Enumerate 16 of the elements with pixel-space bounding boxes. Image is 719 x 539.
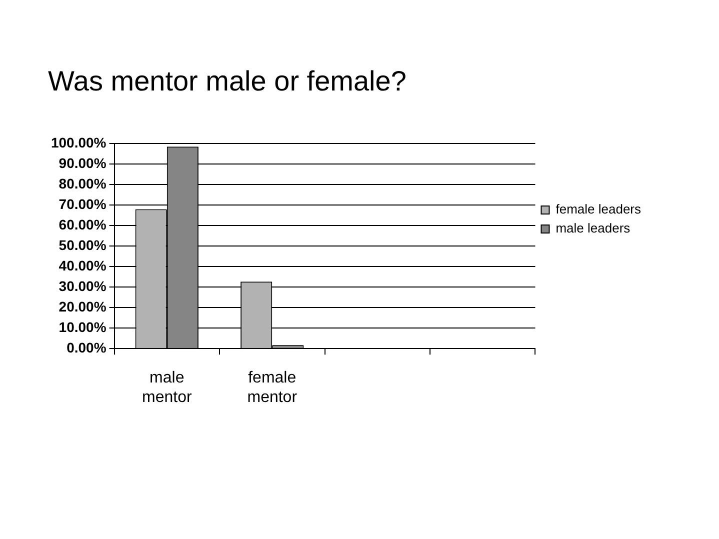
- y-tick-label: 60.00%: [58, 216, 107, 232]
- y-tick-label: 30.00%: [58, 278, 107, 294]
- y-tick-label: 10.00%: [58, 318, 107, 335]
- x-tick-label: male mentor: [142, 370, 192, 406]
- y-tick-label: 40.00%: [58, 257, 107, 274]
- y-tick-label: 80.00%: [58, 175, 107, 192]
- chart-title: Was mentor male or female?: [48, 66, 406, 97]
- x-tick-label: female mentor: [247, 370, 298, 406]
- y-tick-label: 100.00%: [50, 134, 107, 150]
- y-tick-label: 70.00%: [58, 196, 107, 212]
- y-tick-label: 0.00%: [66, 339, 107, 356]
- y-tick-label: 90.00%: [58, 154, 107, 171]
- legend-label: male leaders: [556, 220, 631, 236]
- legend-label: female leaders: [556, 202, 642, 217]
- y-tick-label: 50.00%: [58, 236, 107, 253]
- y-tick-label: 20.00%: [58, 298, 107, 314]
